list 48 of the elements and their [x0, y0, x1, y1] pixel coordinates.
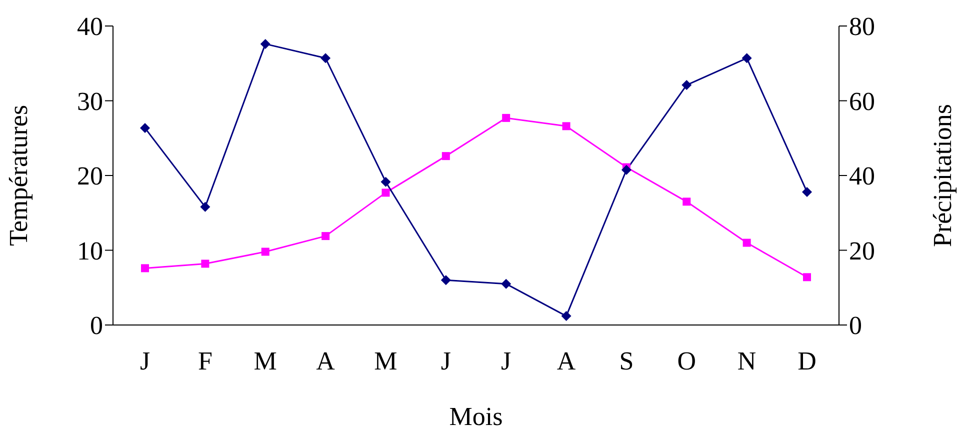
y2-tick-label: 0 [849, 311, 862, 340]
y2-tick-label: 40 [849, 162, 875, 191]
x-tick-label: N [737, 346, 756, 376]
point [682, 80, 692, 90]
point [141, 264, 149, 272]
point [260, 38, 270, 49]
point [742, 53, 752, 64]
y-axis-title: Températures [4, 104, 34, 246]
y2-tick-label: 20 [849, 236, 875, 266]
point [440, 275, 451, 286]
x-tick-label: J [501, 346, 512, 376]
x-tick-label: M [374, 346, 398, 376]
point [803, 273, 811, 282]
y-tick-label: 30 [77, 86, 103, 116]
y2-tick-label: 80 [849, 12, 875, 42]
point [682, 198, 691, 206]
y2-axis-title: Précipitations [928, 104, 958, 247]
point [200, 202, 210, 212]
x-tick-label: J [140, 346, 150, 376]
x-tick-label: M [254, 346, 277, 376]
y-tick-label: 40 [77, 12, 103, 42]
x-tick-label: F [198, 346, 212, 376]
y-tick-label: 10 [77, 236, 103, 266]
point [802, 186, 812, 197]
point [322, 232, 330, 240]
y-tick-label: 0 [90, 311, 103, 340]
x-tick-label: J [440, 346, 451, 376]
x-tick-label: A [556, 346, 576, 376]
point [502, 114, 510, 122]
x-tick-label: O [677, 346, 696, 376]
point [442, 152, 450, 160]
point [382, 188, 390, 197]
point [742, 238, 751, 247]
point [380, 176, 391, 187]
point [562, 122, 570, 130]
y2-tick-label: 60 [849, 86, 875, 116]
point [201, 260, 210, 268]
x-tick-label: D [798, 346, 816, 376]
point [561, 311, 572, 322]
x-axis-title: Mois [449, 402, 503, 431]
point [140, 123, 150, 134]
point [320, 53, 331, 64]
point [621, 164, 632, 175]
x-tick-label: A [316, 346, 336, 376]
y-tick-label: 20 [77, 162, 103, 191]
x-tick-label: S [619, 346, 634, 376]
point [501, 278, 512, 289]
point [261, 248, 270, 256]
